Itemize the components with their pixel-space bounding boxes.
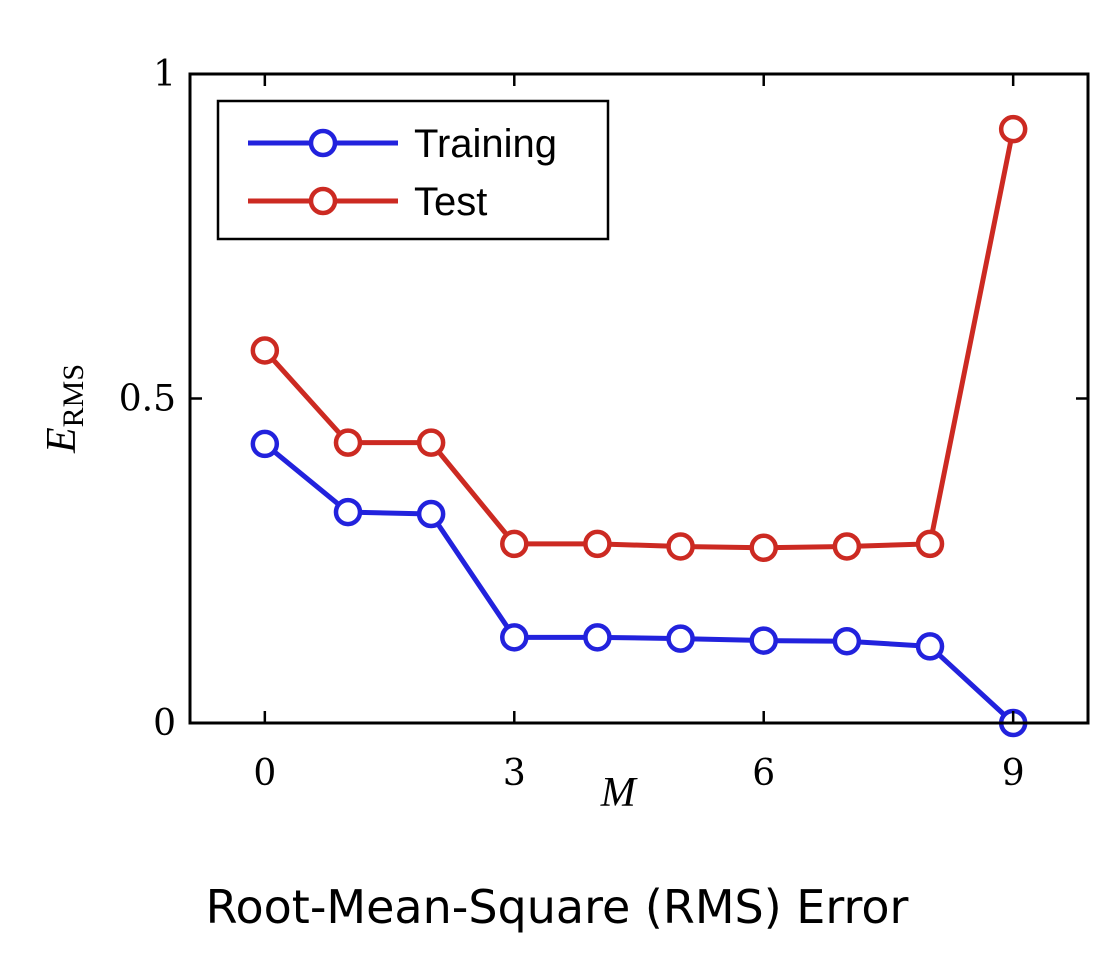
ticks-layer: 0 3 6 9 0 0.5 1 (119, 54, 1088, 794)
data-point-test (915, 529, 945, 559)
data-point-test (749, 533, 778, 563)
series-line-training (263, 441, 1015, 725)
y-axis-label: ERMS (39, 364, 90, 454)
data-point-training (500, 623, 529, 652)
y-axis-label-subscript: RMS (57, 364, 90, 427)
series-line-test (262, 128, 1016, 551)
y-tick-label: 0.5 (119, 379, 176, 420)
data-point-training (250, 429, 280, 459)
legend-box (216, 99, 610, 241)
series-layer (250, 114, 1028, 738)
x-tick-label: 9 (1002, 753, 1025, 794)
legend-label-training: Training (414, 122, 557, 166)
y-axis-label-main: E (39, 427, 85, 454)
data-point-training (749, 626, 778, 655)
legend-swatch-marker (308, 186, 338, 216)
legend: Training Test (216, 99, 610, 241)
x-tick-label: 6 (752, 753, 775, 794)
data-point-test (333, 428, 363, 457)
data-point-test (500, 529, 529, 559)
x-tick-label: 0 (253, 753, 276, 794)
data-point-test (416, 428, 446, 457)
legend-swatch-marker (308, 128, 338, 158)
y-tick-label: 1 (153, 54, 176, 95)
data-point-test (832, 532, 862, 561)
data-point-test (583, 529, 612, 559)
data-point-training (333, 497, 363, 527)
data-point-test (666, 532, 695, 561)
figure-caption: Root-Mean-Square (RMS) Error (205, 880, 909, 934)
data-point-training (416, 499, 446, 529)
data-point-training (666, 624, 695, 653)
legend-label-test: Test (414, 180, 487, 224)
rms-error-chart: 0 3 6 9 0 0.5 1 M ERMS Training Test (39, 54, 1090, 816)
x-tick-label: 3 (503, 753, 526, 794)
data-point-test (250, 336, 280, 365)
x-axis-label: M (600, 770, 638, 816)
data-point-training (832, 626, 862, 656)
data-point-test (998, 114, 1028, 144)
data-point-training (915, 632, 945, 661)
data-point-training (583, 623, 612, 652)
legend-items: Training Test (248, 122, 557, 224)
y-tick-label: 0 (153, 703, 176, 744)
